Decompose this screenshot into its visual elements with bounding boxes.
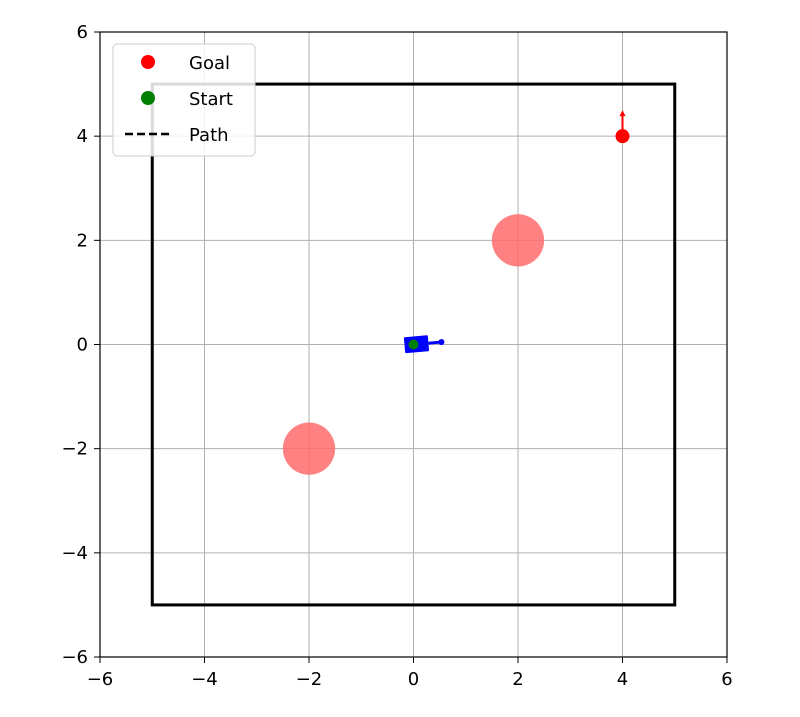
- robot-arrow-tip: [438, 339, 445, 346]
- x-tick-label: 4: [617, 669, 628, 690]
- y-tick-label: −4: [61, 543, 88, 564]
- y-tick-label: 2: [77, 230, 88, 251]
- x-tick-label: 0: [408, 669, 419, 690]
- y-tick-label: 0: [77, 335, 88, 356]
- y-tick-label: −2: [61, 439, 88, 460]
- legend-label-start: Start: [189, 89, 233, 110]
- obstacles: [282, 214, 545, 475]
- legend-label-path: Path: [189, 125, 229, 146]
- y-tick-label: −6: [61, 647, 88, 668]
- legend-box: [112, 43, 256, 157]
- boundary-rect: [150, 82, 677, 607]
- x-tick-label: −6: [87, 669, 114, 690]
- markers: [403, 110, 630, 354]
- boundary-square: [150, 82, 677, 607]
- goal-marker: [615, 129, 630, 144]
- y-tick-label: 4: [77, 126, 88, 147]
- start-marker: [408, 339, 419, 350]
- legend-marker-start: [141, 91, 155, 105]
- y-tick-label: 6: [77, 22, 88, 43]
- ticks: −6 −4 −2 0 2 4 6 −6 −4 −2 0 2 4 6: [61, 22, 732, 690]
- obstacle-circle: [491, 214, 545, 267]
- goal-arrow-head: [619, 110, 626, 117]
- x-tick-label: −4: [191, 669, 218, 690]
- x-tick-label: 6: [721, 669, 732, 690]
- legend: Goal Start Path: [112, 43, 256, 157]
- legend-label-goal: Goal: [189, 53, 230, 74]
- legend-marker-goal: [141, 55, 155, 69]
- obstacle-circle: [282, 422, 336, 475]
- x-tick-label: 2: [512, 669, 523, 690]
- x-tick-label: −2: [296, 669, 323, 690]
